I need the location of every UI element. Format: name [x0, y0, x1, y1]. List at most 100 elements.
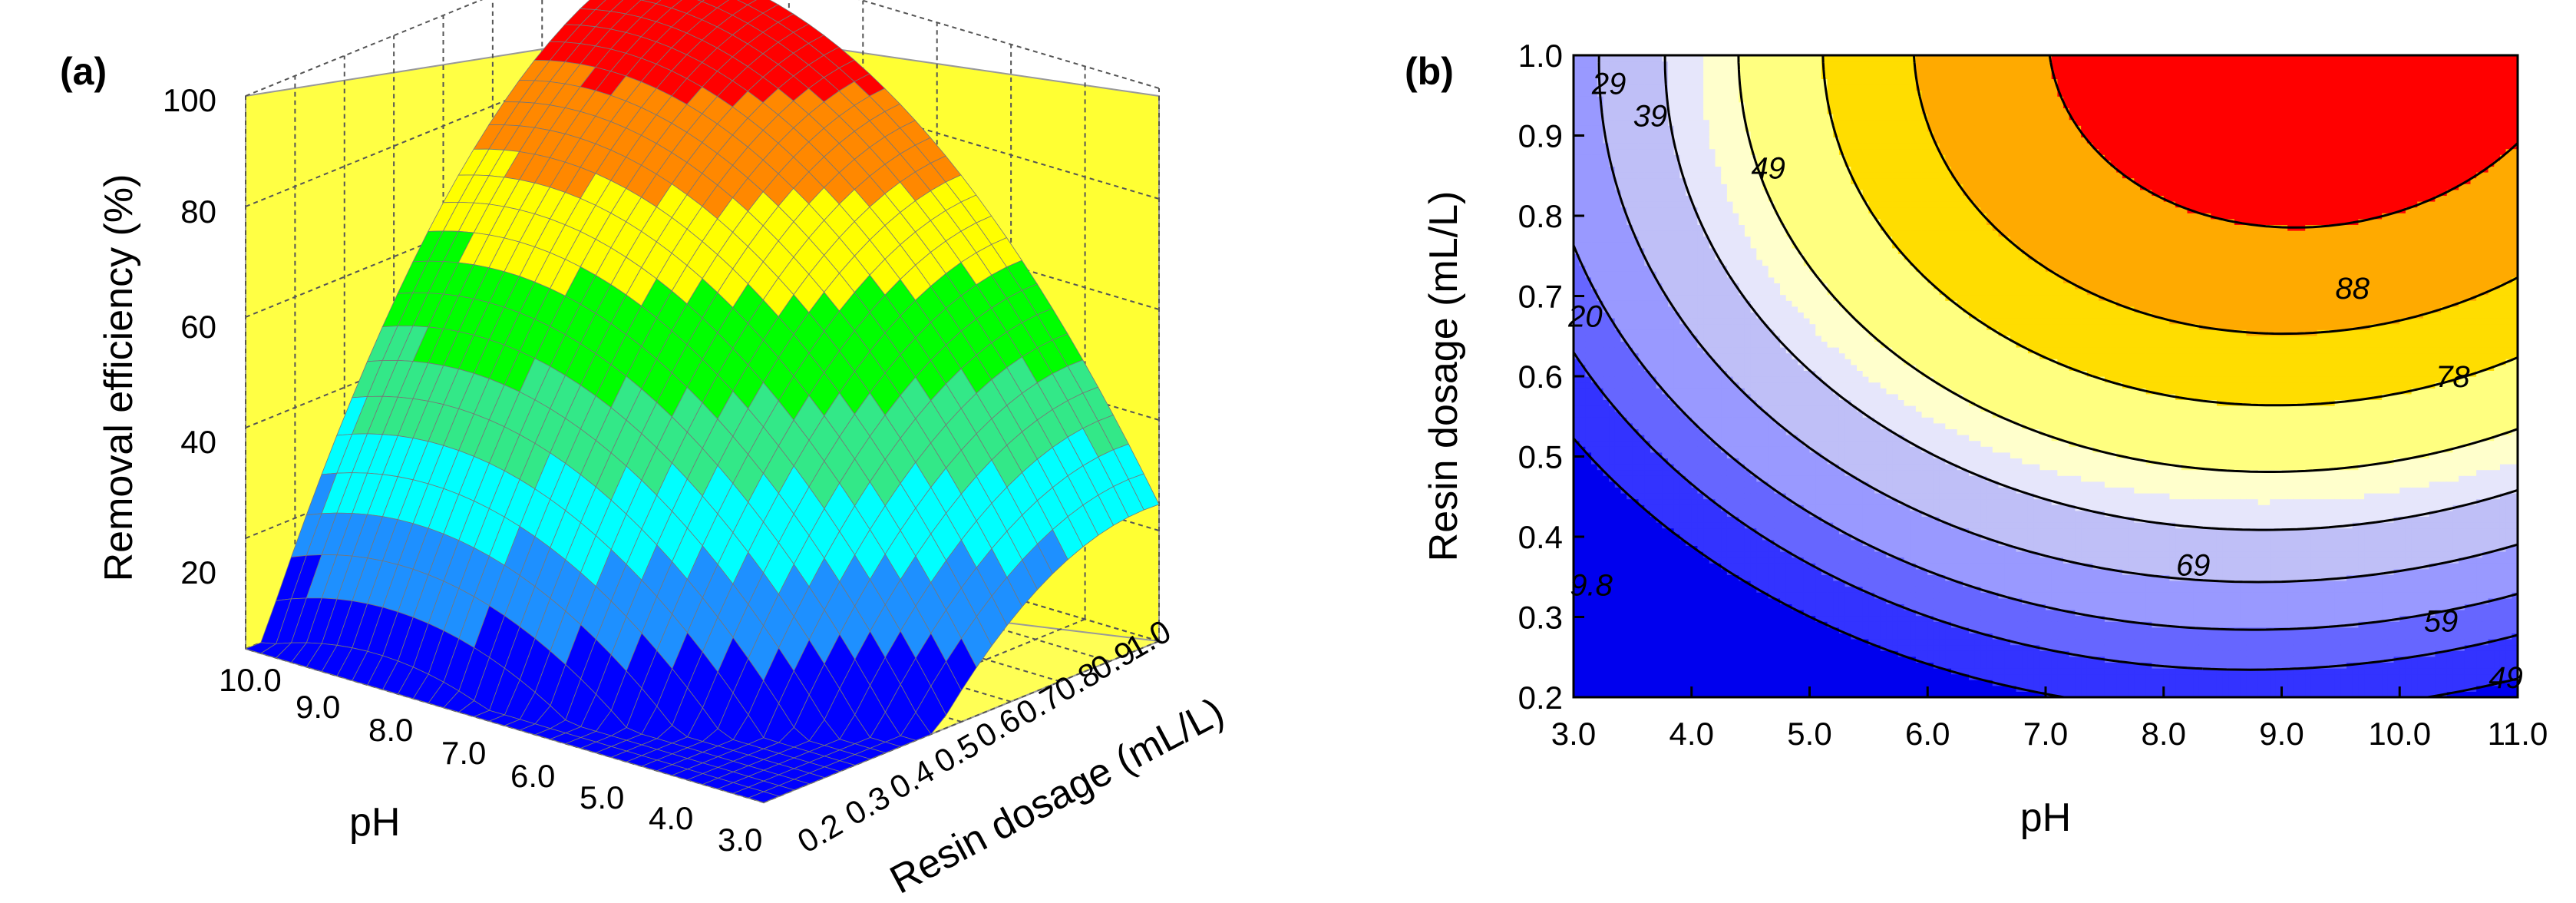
- contour-cell: [1585, 289, 1592, 296]
- contour-cell: [1721, 376, 1728, 383]
- contour-cell: [1697, 458, 1704, 465]
- contour-cell: [1739, 405, 1745, 412]
- contour-cell: [1679, 382, 1686, 389]
- contour-cell: [1762, 207, 1769, 213]
- contour-cell: [1656, 318, 1663, 325]
- contour-cell: [1579, 108, 1586, 114]
- contour-cell: [1668, 475, 1675, 482]
- contour-cell: [1673, 125, 1680, 132]
- contour-cell: [1603, 522, 1610, 529]
- contour-cell: [1591, 627, 1598, 633]
- contour-cell: [1709, 160, 1716, 167]
- contour-cell: [1650, 276, 1657, 283]
- contour-cell: [1574, 417, 1580, 424]
- contour-cell: [1668, 329, 1675, 336]
- contour-cell: [1691, 557, 1699, 564]
- contour-cell: [1721, 195, 1728, 202]
- contour-cell: [1744, 534, 1752, 541]
- ph-tick-8: 8.0: [368, 712, 413, 748]
- contour-cell: [1638, 528, 1645, 534]
- contour-cell: [1597, 352, 1604, 359]
- contour-cell: [1620, 568, 1627, 575]
- contour-cell: [1627, 55, 1633, 62]
- contour-cell: [1780, 114, 1787, 121]
- contour-cell: [1703, 522, 1710, 529]
- contour-cell: [1715, 662, 1722, 669]
- contour-cell: [1709, 364, 1716, 371]
- contour-cell: [1638, 341, 1645, 348]
- contour-cell: [1632, 72, 1640, 79]
- contour-cell: [1632, 411, 1640, 418]
- contour-cell: [1732, 312, 1739, 319]
- contour-cell: [1662, 580, 1669, 587]
- contour-cell: [1638, 189, 1645, 196]
- contour-cell: [1686, 592, 1693, 599]
- contour-cell: [1756, 597, 1763, 604]
- contour-cell: [1609, 184, 1616, 190]
- contour-cell: [1715, 347, 1722, 354]
- contour-cell: [1721, 464, 1728, 471]
- contour-cell: [1585, 207, 1592, 213]
- contour-cell: [1650, 352, 1657, 359]
- contour-cell: [1597, 604, 1604, 610]
- contour-cell: [1739, 260, 1745, 266]
- contour-cell: [1726, 347, 1734, 354]
- contour-cell: [1656, 335, 1663, 342]
- contour-cell: [1780, 61, 1787, 68]
- contour-cell: [1756, 382, 1763, 389]
- contour-cell: [1579, 114, 1586, 121]
- contour-cell: [1585, 84, 1592, 91]
- contour-cell: [1668, 597, 1675, 604]
- contour-cell: [1691, 189, 1699, 196]
- contour-cell: [1620, 510, 1627, 517]
- contour-cell: [1673, 67, 1680, 74]
- contour-cell: [1620, 422, 1627, 429]
- contour-cell: [1762, 668, 1769, 675]
- contour-cell: [1668, 422, 1675, 429]
- contour-cell: [1762, 644, 1769, 651]
- contour-cell: [1614, 84, 1622, 91]
- contour-cell: [1762, 516, 1769, 523]
- contour-cell: [1627, 452, 1633, 458]
- contour-cell: [1609, 154, 1616, 161]
- contour-cell: [1603, 452, 1610, 458]
- contour-cell: [1650, 218, 1657, 225]
- contour-cell: [1638, 604, 1645, 610]
- contour-cell: [1644, 534, 1651, 541]
- contour-cell: [1744, 195, 1752, 202]
- contour-cell: [1627, 276, 1633, 283]
- contour-cell: [1732, 230, 1739, 237]
- contour-cell: [1579, 160, 1586, 167]
- contour-cell: [1585, 184, 1592, 190]
- contour-cell: [1721, 422, 1728, 429]
- contour-cell: [1691, 84, 1699, 91]
- contour-cell: [1632, 148, 1640, 155]
- contour-cell: [1780, 563, 1787, 570]
- contour-cell: [1609, 644, 1616, 651]
- contour-cell: [1614, 568, 1622, 575]
- contour-cell: [1644, 627, 1651, 633]
- contour-cell: [1785, 539, 1793, 546]
- contour-cell: [1774, 545, 1781, 552]
- contour-cell: [1614, 125, 1622, 132]
- contour-cell: [1679, 72, 1686, 79]
- contour-cell: [1585, 265, 1592, 272]
- contour-cell: [1774, 399, 1781, 406]
- contour-cell: [1591, 504, 1598, 511]
- contour-cell: [1579, 359, 1586, 366]
- contour-cell: [1627, 644, 1633, 651]
- contour-cell: [1620, 516, 1627, 523]
- contour-cell: [1703, 586, 1710, 593]
- contour-cell: [1756, 260, 1763, 266]
- contour-cell: [1744, 668, 1752, 675]
- contour-cell: [1679, 428, 1686, 435]
- contour-cell: [1744, 143, 1752, 150]
- contour-cell: [1591, 119, 1598, 126]
- contour-cell: [1762, 55, 1769, 62]
- contour-cell: [1726, 469, 1734, 476]
- contour-cell: [1691, 347, 1699, 354]
- contour-cell: [1673, 534, 1680, 541]
- contour-cell: [1721, 84, 1728, 91]
- contour-cell: [1591, 568, 1598, 575]
- contour-cell: [1627, 656, 1633, 663]
